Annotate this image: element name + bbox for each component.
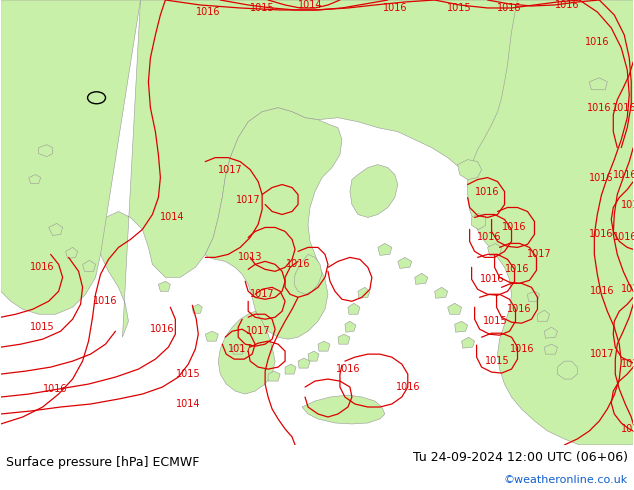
Polygon shape — [345, 321, 356, 332]
Polygon shape — [65, 247, 77, 258]
Polygon shape — [205, 108, 342, 339]
Text: 1016: 1016 — [196, 7, 221, 17]
Text: 1016: 1016 — [590, 286, 614, 296]
Text: 1016: 1016 — [497, 3, 522, 13]
Text: 1016: 1016 — [613, 232, 634, 243]
Polygon shape — [348, 303, 360, 314]
Text: 1016: 1016 — [396, 382, 420, 392]
Polygon shape — [455, 321, 468, 332]
Polygon shape — [338, 334, 350, 344]
Text: 1016: 1016 — [585, 37, 609, 47]
Text: 1016: 1016 — [477, 232, 502, 243]
Text: 1015: 1015 — [485, 356, 510, 366]
Polygon shape — [378, 244, 392, 255]
Polygon shape — [458, 160, 482, 179]
Polygon shape — [101, 0, 633, 337]
Polygon shape — [398, 257, 411, 269]
Text: 1016: 1016 — [505, 264, 530, 274]
Text: 1016: 1016 — [481, 274, 505, 284]
Text: 1016: 1016 — [286, 259, 310, 270]
Text: 1015: 1015 — [30, 322, 55, 332]
Polygon shape — [1, 0, 140, 314]
Text: 1015: 1015 — [250, 3, 275, 13]
Polygon shape — [232, 344, 244, 354]
Text: 1017: 1017 — [228, 344, 252, 354]
Text: 1016: 1016 — [613, 170, 634, 179]
Polygon shape — [545, 327, 557, 338]
Text: 1017: 1017 — [246, 326, 271, 336]
Polygon shape — [49, 223, 63, 235]
Text: 1016: 1016 — [93, 296, 118, 306]
Polygon shape — [435, 287, 448, 298]
Text: 1016: 1016 — [510, 344, 534, 354]
Text: 1016: 1016 — [589, 229, 614, 240]
Polygon shape — [205, 331, 218, 341]
Polygon shape — [158, 281, 171, 291]
Text: Tu 24-09-2024 12:00 UTC (06+06): Tu 24-09-2024 12:00 UTC (06+06) — [413, 451, 628, 464]
Polygon shape — [472, 214, 486, 229]
Text: 1017: 1017 — [527, 249, 552, 259]
Polygon shape — [527, 291, 540, 301]
Polygon shape — [350, 165, 398, 218]
Text: 1016: 1016 — [335, 364, 360, 374]
Text: 1016: 1016 — [43, 384, 68, 394]
Polygon shape — [302, 395, 385, 424]
Text: 1016: 1016 — [621, 199, 634, 210]
Text: 1015: 1015 — [448, 3, 472, 13]
Polygon shape — [468, 0, 633, 445]
Text: 1016: 1016 — [507, 304, 532, 314]
Polygon shape — [308, 351, 319, 361]
Polygon shape — [318, 341, 330, 351]
Text: 1016: 1016 — [476, 187, 500, 196]
Text: 1017: 1017 — [250, 289, 275, 299]
Polygon shape — [218, 311, 275, 394]
Polygon shape — [557, 361, 578, 379]
Polygon shape — [488, 244, 501, 255]
Text: 1016: 1016 — [30, 262, 55, 272]
Text: 1017: 1017 — [621, 424, 634, 434]
Polygon shape — [462, 337, 475, 348]
Text: 1016: 1016 — [621, 284, 634, 294]
Polygon shape — [448, 303, 462, 314]
Polygon shape — [298, 358, 310, 368]
Text: 1016: 1016 — [589, 172, 614, 183]
Text: 1016: 1016 — [502, 222, 527, 232]
Text: 1015: 1015 — [176, 369, 200, 379]
Polygon shape — [29, 174, 41, 184]
Polygon shape — [590, 78, 607, 90]
Polygon shape — [268, 371, 280, 381]
Text: 1016: 1016 — [555, 0, 579, 10]
Text: 1013: 1013 — [238, 252, 262, 262]
Polygon shape — [192, 304, 202, 313]
Polygon shape — [294, 254, 322, 294]
Polygon shape — [285, 364, 296, 374]
Text: 1011: 1011 — [621, 359, 634, 369]
Text: 1016: 1016 — [150, 324, 174, 334]
Polygon shape — [39, 145, 53, 157]
Text: 1014: 1014 — [160, 213, 184, 222]
Text: 1017: 1017 — [590, 349, 614, 359]
Text: 1016: 1016 — [587, 103, 612, 113]
Text: 1016: 1016 — [382, 3, 407, 13]
Text: 1017: 1017 — [218, 165, 243, 174]
Polygon shape — [415, 273, 428, 284]
Text: 1017: 1017 — [236, 195, 261, 204]
Text: Surface pressure [hPa] ECMWF: Surface pressure [hPa] ECMWF — [6, 456, 200, 468]
Polygon shape — [82, 260, 96, 271]
Polygon shape — [538, 310, 550, 321]
Text: 1016: 1016 — [612, 103, 634, 113]
Text: ©weatheronline.co.uk: ©weatheronline.co.uk — [503, 475, 628, 485]
Text: 1014: 1014 — [176, 399, 200, 409]
Text: 1015: 1015 — [483, 316, 508, 326]
Polygon shape — [545, 344, 557, 354]
Polygon shape — [358, 287, 370, 298]
Text: 1014: 1014 — [298, 0, 322, 10]
